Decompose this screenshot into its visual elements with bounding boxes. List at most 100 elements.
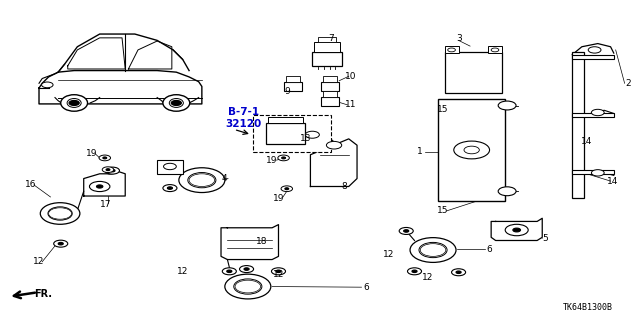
Circle shape [591,109,604,116]
Ellipse shape [163,95,189,111]
Circle shape [189,174,214,187]
Circle shape [498,101,516,110]
Text: 13: 13 [300,134,312,143]
Bar [572,51,584,197]
Text: 15: 15 [437,105,449,114]
Circle shape [90,182,110,192]
Circle shape [110,169,115,172]
Text: 3: 3 [456,34,462,43]
Text: 12: 12 [383,250,394,259]
Text: 12: 12 [33,257,45,266]
Text: 6: 6 [486,245,492,254]
Ellipse shape [410,238,456,263]
Circle shape [222,268,236,275]
Text: 6: 6 [363,283,369,292]
Bar [323,76,337,82]
Text: TK64B1300B: TK64B1300B [563,303,612,312]
Text: 1: 1 [417,147,423,156]
Circle shape [195,177,208,183]
Circle shape [281,186,292,192]
Circle shape [54,211,66,216]
Circle shape [404,230,409,232]
Ellipse shape [419,242,447,258]
Text: 15: 15 [437,206,449,215]
Text: 16: 16 [25,181,36,189]
Circle shape [106,169,110,171]
Ellipse shape [40,203,80,224]
Bar [572,170,614,174]
Bar [286,76,300,82]
Text: 19: 19 [86,149,98,158]
Circle shape [491,48,499,52]
Circle shape [271,268,285,275]
Text: 7: 7 [328,34,333,43]
Circle shape [235,280,260,293]
Ellipse shape [67,99,81,108]
Bar [284,82,302,91]
Bar [268,117,303,123]
Bar [314,42,340,51]
Circle shape [58,242,63,245]
Circle shape [285,188,289,190]
Circle shape [168,187,173,189]
Circle shape [99,155,111,161]
Text: 19: 19 [266,156,278,165]
Circle shape [456,271,461,273]
Circle shape [305,131,319,138]
Text: 18: 18 [255,237,267,246]
Bar [318,37,336,42]
Text: 5: 5 [543,234,548,243]
Circle shape [102,167,114,173]
Text: FR.: FR. [34,289,52,300]
Text: 4: 4 [221,174,227,183]
Circle shape [227,270,232,272]
Bar [321,82,339,91]
Circle shape [172,100,181,106]
Circle shape [412,270,417,272]
Circle shape [103,157,107,159]
Circle shape [399,227,413,234]
Polygon shape [221,225,278,260]
Circle shape [278,155,289,161]
Text: B-7-1
32120: B-7-1 32120 [225,108,262,129]
Bar [253,115,331,152]
Polygon shape [310,139,357,187]
Text: 11: 11 [345,100,356,109]
Ellipse shape [170,99,183,108]
Bar [572,113,614,117]
Circle shape [49,208,72,219]
Circle shape [420,244,446,256]
Circle shape [448,48,456,52]
Ellipse shape [234,279,262,294]
Bar [323,91,337,97]
Circle shape [106,167,120,174]
Bar [321,97,339,106]
Circle shape [505,224,528,236]
Circle shape [106,169,116,174]
Circle shape [163,185,177,192]
Circle shape [244,268,249,270]
Ellipse shape [179,168,225,193]
Text: 12: 12 [273,270,284,279]
Circle shape [427,247,440,253]
Circle shape [498,187,516,196]
Bar [445,46,459,53]
Circle shape [591,170,604,176]
Circle shape [239,266,253,272]
Circle shape [97,185,103,188]
Text: 12: 12 [422,273,433,282]
Circle shape [69,100,79,106]
Text: 12: 12 [177,267,188,276]
Circle shape [408,268,422,275]
Ellipse shape [61,95,88,111]
Bar [266,123,305,144]
Circle shape [164,163,176,170]
Circle shape [513,228,520,232]
Bar [488,46,502,53]
Circle shape [54,240,68,247]
Circle shape [276,270,281,272]
Circle shape [452,269,466,276]
Ellipse shape [48,207,72,220]
Bar [572,55,614,59]
Text: 2: 2 [625,79,630,88]
